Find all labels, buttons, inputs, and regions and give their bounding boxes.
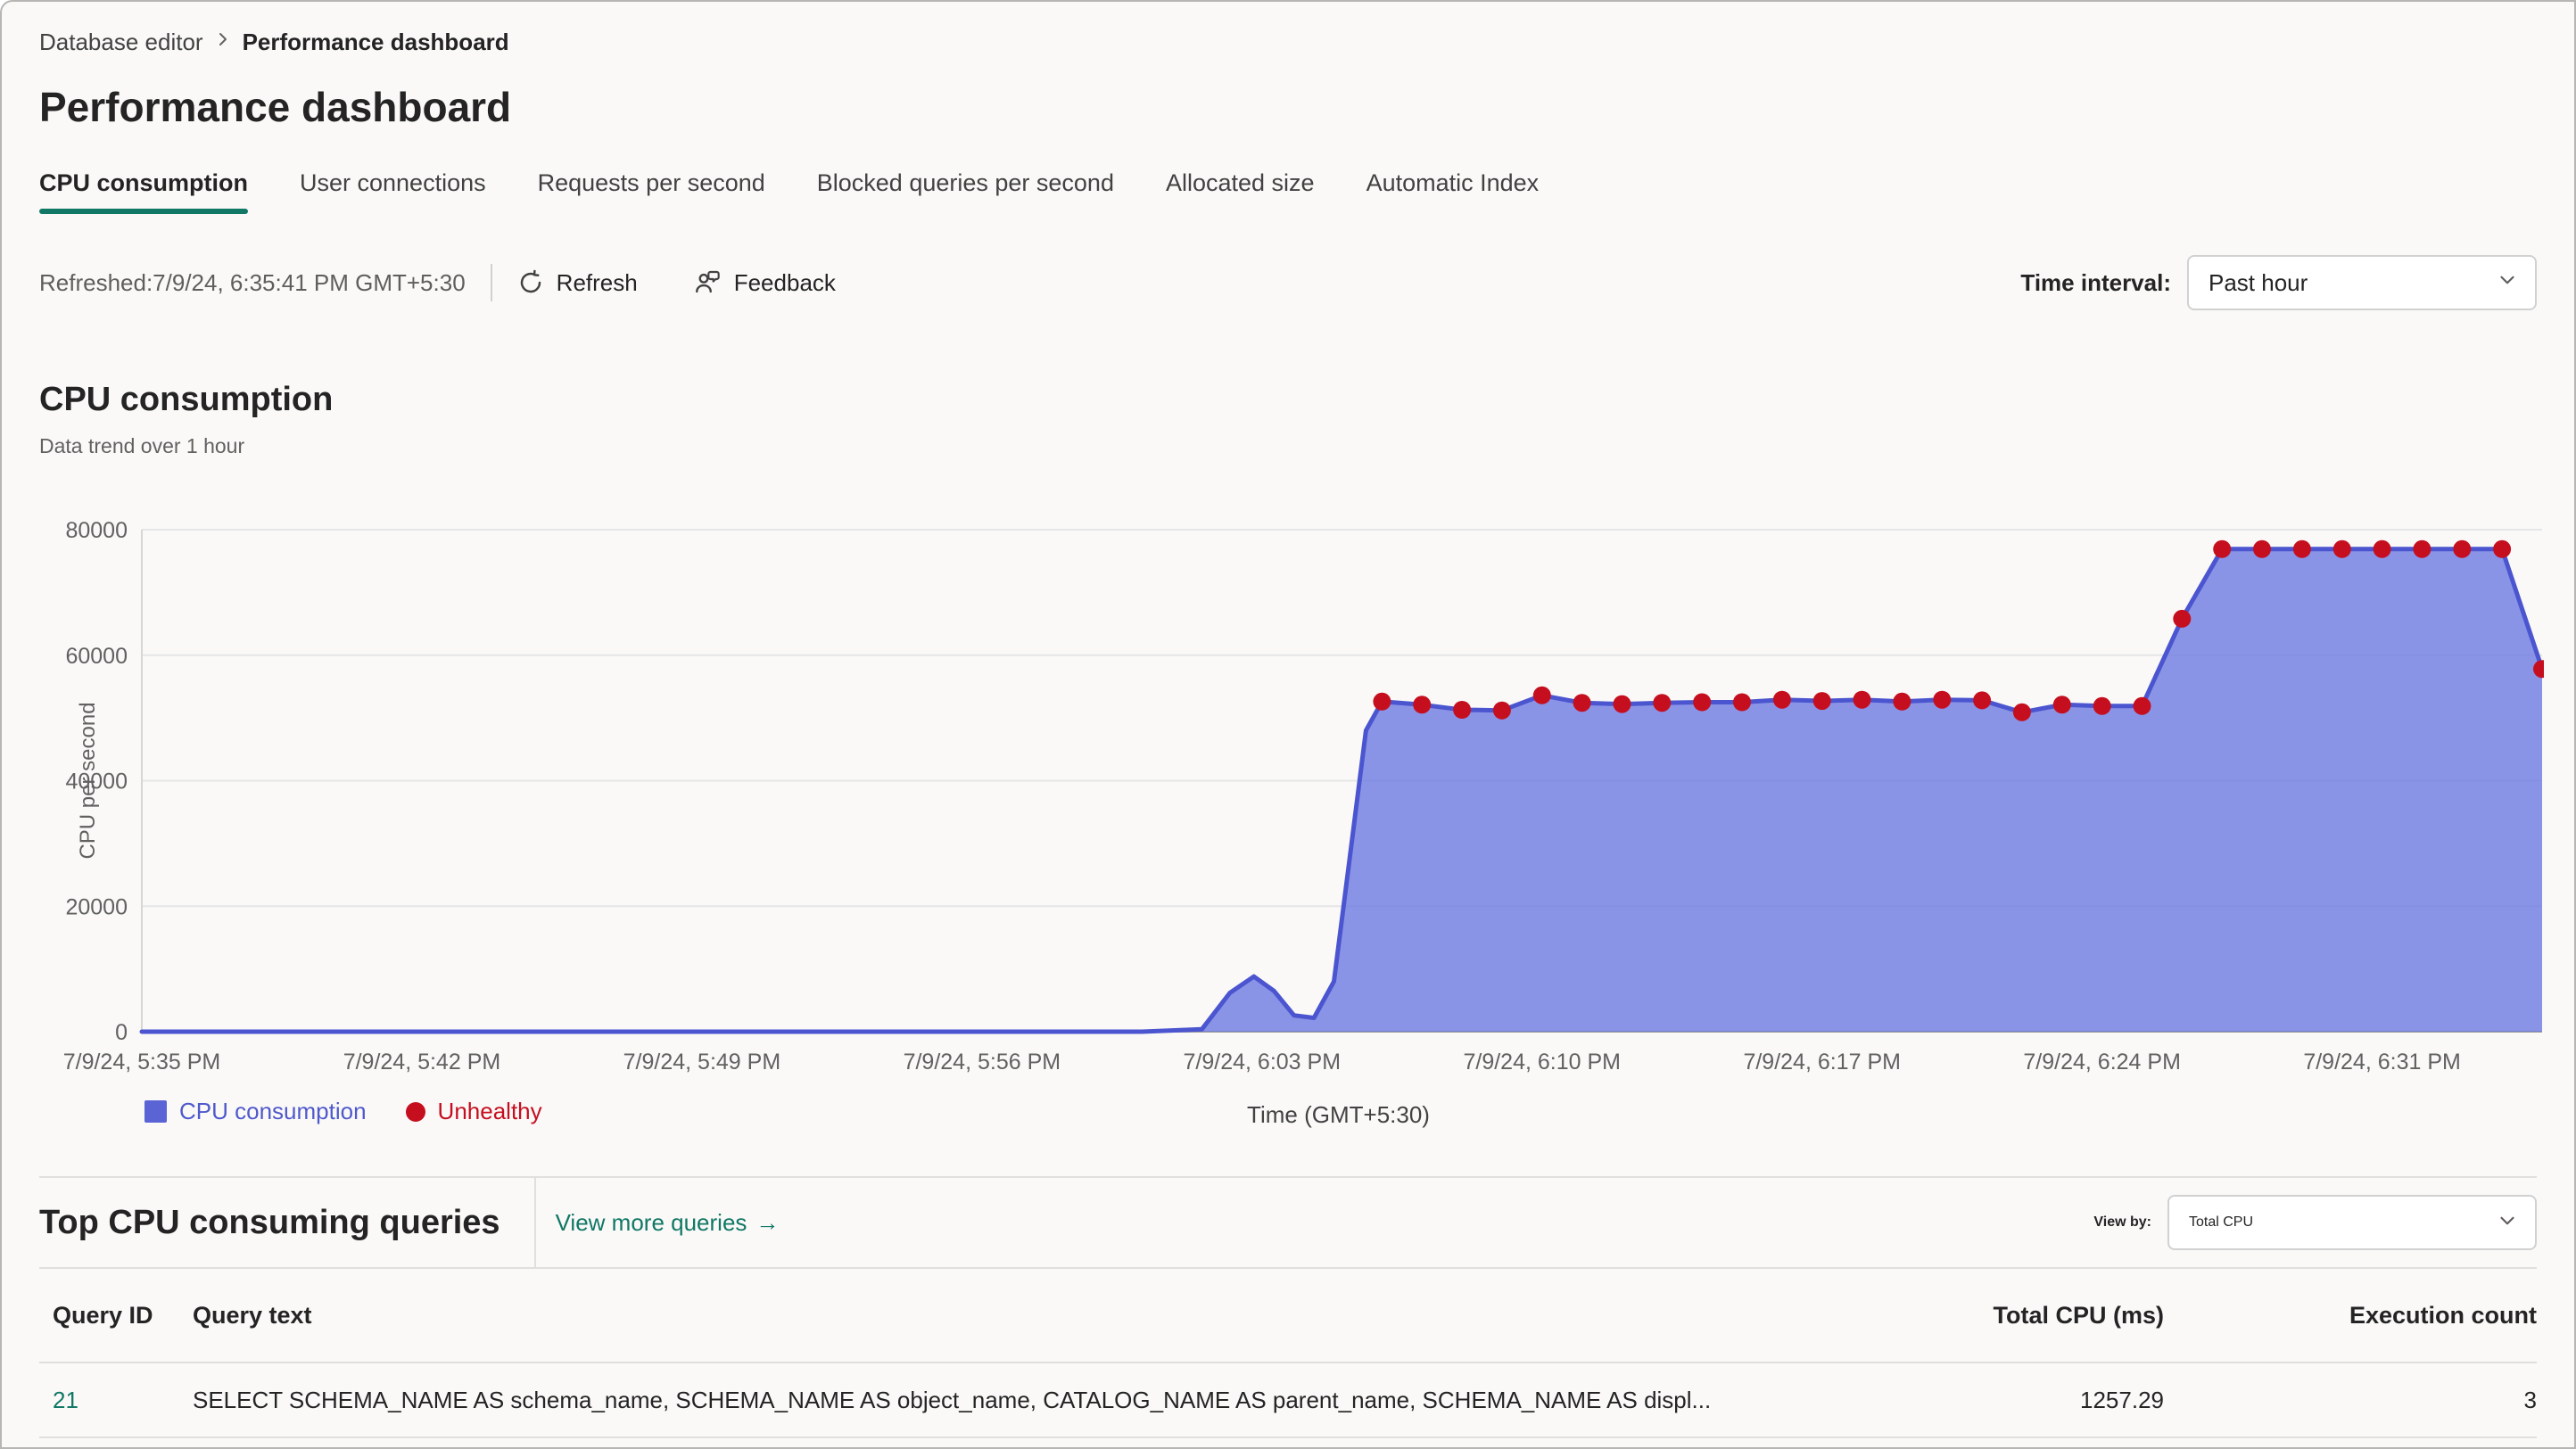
query-text-cell: SELECT SCHEMA_NAME AS schema_name, SCHEM… (193, 1386, 1712, 1413)
chart-section-title: CPU consumption (39, 381, 334, 418)
chart-legend: CPU consumption Unhealthy (144, 1098, 542, 1125)
person-feedback-icon (693, 268, 722, 297)
tab-user-connections[interactable]: User connections (300, 169, 486, 196)
svg-text:7/9/24, 5:56 PM: 7/9/24, 5:56 PM (904, 1050, 1061, 1074)
chevron-right-icon (212, 29, 234, 56)
svg-text:40000: 40000 (65, 770, 128, 794)
view-by-label: View by: (2093, 1214, 2151, 1230)
view-by-dropdown[interactable]: Total CPU (2167, 1195, 2537, 1250)
col-query-id: Query ID (53, 1301, 153, 1329)
tab-automatic-index[interactable]: Automatic Index (1366, 169, 1540, 196)
header-divider (533, 1178, 536, 1267)
toolbar-divider (490, 264, 492, 301)
execution-count-cell: 3 (2523, 1386, 2537, 1413)
time-interval-label: Time interval: (2020, 268, 2171, 296)
chart-legend-row: Time (GMT+5:30) CPU consumption Unhealth… (39, 1098, 2537, 1137)
query-id-link[interactable]: 21 (53, 1386, 78, 1413)
col-execution-count: Execution count (2349, 1301, 2537, 1329)
svg-text:7/9/24, 6:03 PM: 7/9/24, 6:03 PM (1184, 1050, 1342, 1074)
refreshed-timestamp: Refreshed:7/9/24, 6:35:41 PM GMT+5:30 (39, 268, 466, 296)
x-axis-title: Time (GMT+5:30) (1247, 1101, 1430, 1128)
table-row[interactable]: 21 SELECT SCHEMA_NAME AS schema_name, SC… (39, 1363, 2537, 1438)
tab-allocated-size[interactable]: Allocated size (1165, 169, 1315, 196)
toolbar: Refreshed:7/9/24, 6:35:41 PM GMT+5:30 Re… (39, 255, 2537, 310)
svg-text:7/9/24, 6:24 PM: 7/9/24, 6:24 PM (2023, 1050, 2181, 1074)
tab-bar: CPU consumption User connections Request… (39, 168, 2537, 214)
top-queries-title: Top CPU consuming queries (39, 1203, 500, 1241)
total-cpu-cell: 1257.29 (2080, 1386, 2164, 1413)
refresh-label: Refresh (556, 268, 638, 296)
svg-text:7/9/24, 5:49 PM: 7/9/24, 5:49 PM (623, 1050, 781, 1074)
svg-text:CPU per second: CPU per second (76, 702, 100, 859)
legend-cpu-label: CPU consumption (179, 1098, 367, 1124)
legend-item-unhealthy: Unhealthy (405, 1098, 542, 1125)
svg-text:7/9/24, 6:31 PM: 7/9/24, 6:31 PM (2303, 1050, 2461, 1074)
tab-cpu-consumption[interactable]: CPU consumption (39, 168, 248, 214)
feedback-button[interactable]: Feedback (693, 268, 836, 297)
svg-text:20000: 20000 (65, 894, 128, 919)
svg-text:0: 0 (115, 1020, 128, 1045)
legend-unhealthy-label: Unhealthy (437, 1098, 542, 1124)
svg-text:7/9/24, 5:35 PM: 7/9/24, 5:35 PM (63, 1050, 221, 1074)
view-more-queries-link[interactable]: View more queries → (556, 1209, 780, 1237)
cpu-chart-svg: 0 20000 40000 60000 80000 7/9/24, 5:35 PM 7/9/… (63, 518, 2551, 1074)
refresh-icon (517, 269, 544, 296)
legend-dot-icon (405, 1101, 425, 1122)
legend-square-icon (144, 1100, 167, 1123)
top-queries-header: Top CPU consuming queries View more quer… (39, 1178, 2537, 1269)
svg-text:80000: 80000 (65, 518, 128, 543)
tab-requests-per-second[interactable]: Requests per second (537, 169, 765, 196)
refresh-button[interactable]: Refresh (517, 269, 638, 297)
chevron-down-icon (2496, 1209, 2519, 1237)
col-total-cpu: Total CPU (ms) (1993, 1301, 2164, 1329)
section-divider (39, 1176, 2537, 1178)
col-query-text: Query text (193, 1301, 312, 1329)
view-by-value: Total CPU (2189, 1214, 2254, 1230)
svg-text:7/9/24, 6:17 PM: 7/9/24, 6:17 PM (1743, 1050, 1901, 1074)
breadcrumb-performance-dashboard: Performance dashboard (242, 28, 509, 55)
breadcrumb-database-editor[interactable]: Database editor (39, 28, 203, 55)
arrow-right-icon: → (755, 1208, 780, 1236)
page-title: Performance dashboard (39, 84, 512, 130)
tab-blocked-queries-per-second[interactable]: Blocked queries per second (816, 169, 1114, 196)
feedback-label: Feedback (733, 268, 836, 296)
svg-text:60000: 60000 (65, 644, 128, 669)
svg-text:7/9/24, 6:10 PM: 7/9/24, 6:10 PM (1463, 1050, 1621, 1074)
time-interval-value: Past hour (2209, 268, 2308, 296)
legend-item-cpu-consumption: CPU consumption (144, 1098, 367, 1125)
time-interval-dropdown[interactable]: Past hour (2187, 255, 2537, 310)
breadcrumb: Database editor Performance dashboard (39, 2, 2537, 59)
cpu-consumption-chart: 0 20000 40000 60000 80000 7/9/24, 5:35 PM 7/9/… (39, 503, 2551, 1137)
view-more-queries-label: View more queries (555, 1208, 747, 1236)
queries-table-header: Query ID Query text Total CPU (ms) Execu… (39, 1269, 2537, 1363)
chevron-down-icon (2496, 268, 2519, 298)
chart-section-subtitle: Data trend over 1 hour (39, 434, 245, 457)
svg-text:7/9/24, 5:42 PM: 7/9/24, 5:42 PM (343, 1050, 501, 1074)
